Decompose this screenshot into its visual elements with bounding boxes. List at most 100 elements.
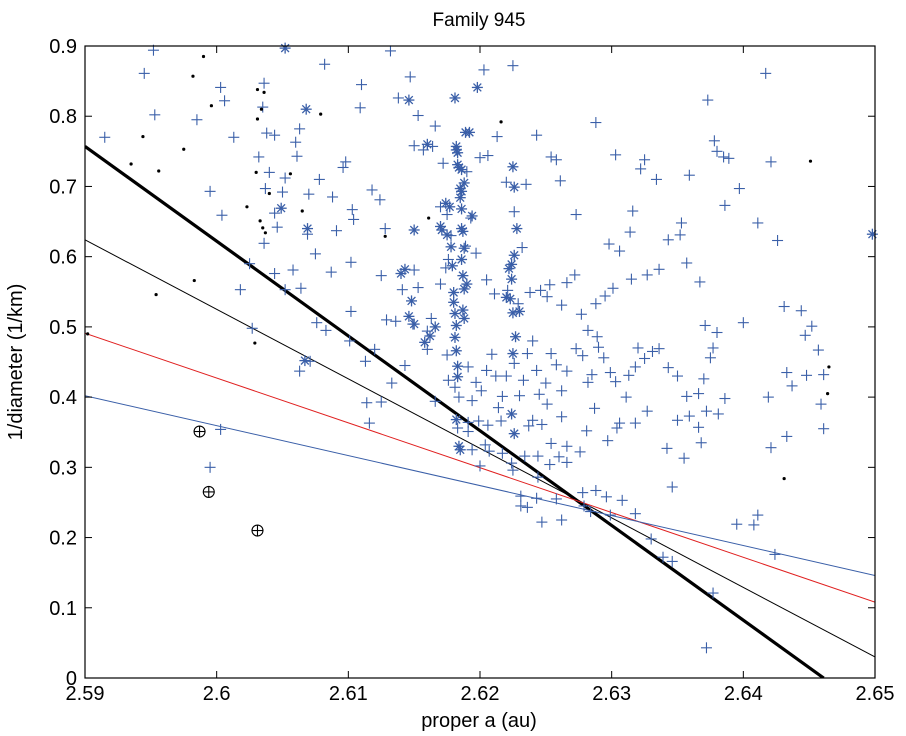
data-point-star	[503, 263, 515, 275]
data-point-star	[456, 203, 468, 215]
data-point-plus	[408, 264, 420, 276]
data-point-circled-plus	[193, 425, 206, 438]
data-point-plus	[348, 213, 360, 225]
data-point-star	[463, 126, 475, 138]
data-point-plus	[639, 352, 651, 364]
data-point-dot	[157, 169, 161, 173]
data-point-plus	[99, 131, 111, 143]
data-point-star	[511, 223, 523, 235]
chart-title: Family 945	[433, 10, 526, 31]
data-point-plus	[244, 258, 256, 270]
data-point-star	[500, 291, 512, 303]
data-point-plus	[586, 369, 598, 381]
data-point-plus	[354, 102, 366, 114]
data-point-plus	[550, 493, 562, 505]
y-tick-label: 0.8	[49, 106, 77, 128]
data-point-plus	[219, 95, 231, 107]
data-point-plus	[561, 277, 573, 289]
data-point-plus	[261, 127, 273, 139]
data-point-plus	[731, 518, 743, 530]
x-tick-label: 2.62	[461, 683, 500, 705]
data-point-plus	[641, 269, 653, 281]
data-point-plus	[694, 276, 706, 288]
data-point-plus	[325, 266, 337, 278]
data-point-star	[419, 336, 431, 348]
data-point-plus	[806, 320, 818, 332]
data-point-plus	[769, 548, 781, 560]
data-point-plus	[291, 150, 303, 162]
data-point-dot	[182, 147, 186, 151]
data-point-plus	[295, 282, 307, 294]
data-point-plus	[762, 391, 774, 403]
data-point-dot	[245, 205, 249, 209]
data-point-plus	[258, 237, 270, 249]
data-point-plus	[578, 500, 590, 512]
y-tick-label: 0.3	[49, 457, 77, 479]
data-point-plus	[561, 365, 573, 377]
data-point-plus	[748, 519, 760, 531]
data-point-plus	[614, 245, 626, 257]
fit-line-thin-black	[85, 239, 875, 658]
data-point-plus	[359, 355, 371, 367]
data-point-plus	[309, 248, 321, 260]
y-tick-label: 0.2	[49, 528, 77, 550]
data-point-plus	[711, 327, 723, 339]
data-point-plus	[533, 388, 545, 400]
data-point-star	[436, 224, 448, 236]
data-point-circled-plus	[202, 485, 215, 498]
data-point-plus	[535, 284, 547, 296]
data-point-star	[403, 310, 415, 322]
data-point-plus	[629, 417, 641, 429]
data-point-star	[866, 228, 878, 240]
data-point-plus	[386, 377, 398, 389]
data-point-plus	[517, 374, 529, 386]
data-point-plus	[700, 405, 712, 417]
data-point-dot	[255, 87, 260, 92]
data-point-plus	[429, 395, 441, 407]
data-point-plus	[425, 312, 437, 324]
x-tick-label: 2.64	[724, 683, 763, 705]
data-point-plus	[698, 373, 710, 385]
data-point-star	[435, 220, 446, 232]
data-point-plus	[524, 286, 536, 298]
data-point-plus	[435, 278, 446, 290]
data-point-plus	[490, 370, 502, 382]
data-point-plus	[614, 417, 626, 429]
data-point-plus	[279, 284, 291, 296]
data-point-plus	[531, 492, 543, 504]
data-point-dot	[254, 170, 258, 174]
data-point-star	[408, 318, 420, 330]
data-point-plus	[502, 284, 514, 296]
data-point-plus	[693, 421, 705, 433]
data-point-plus	[441, 209, 453, 221]
fit-line-blue	[85, 395, 875, 576]
data-point-star	[452, 371, 464, 383]
data-point-dot	[209, 104, 213, 108]
data-point-star	[461, 278, 473, 290]
data-point-plus	[421, 325, 433, 337]
data-point-plus	[678, 452, 690, 464]
data-point-dot	[258, 219, 262, 223]
data-point-plus	[515, 490, 527, 502]
data-point-star	[450, 345, 462, 357]
data-point-plus	[417, 144, 429, 156]
data-point-plus	[600, 491, 612, 503]
data-point-plus	[191, 114, 203, 126]
data-point-plus	[639, 154, 651, 166]
data-point-plus	[556, 299, 568, 311]
data-point-plus	[303, 188, 315, 200]
data-point-star	[456, 164, 468, 176]
data-point-star	[508, 249, 520, 261]
data-point-plus	[482, 150, 494, 162]
data-point-plus	[363, 417, 375, 429]
data-point-plus	[661, 442, 673, 454]
data-point-plus	[556, 514, 568, 526]
data-point-star	[448, 286, 460, 298]
data-point-plus	[681, 390, 693, 402]
data-point-star	[452, 360, 464, 372]
y-axis-label: 1/diameter (1/km)	[5, 284, 27, 441]
data-point-dot	[259, 107, 264, 111]
data-point-plus	[675, 217, 687, 229]
data-point-plus	[486, 348, 498, 360]
data-point-star	[507, 348, 519, 360]
